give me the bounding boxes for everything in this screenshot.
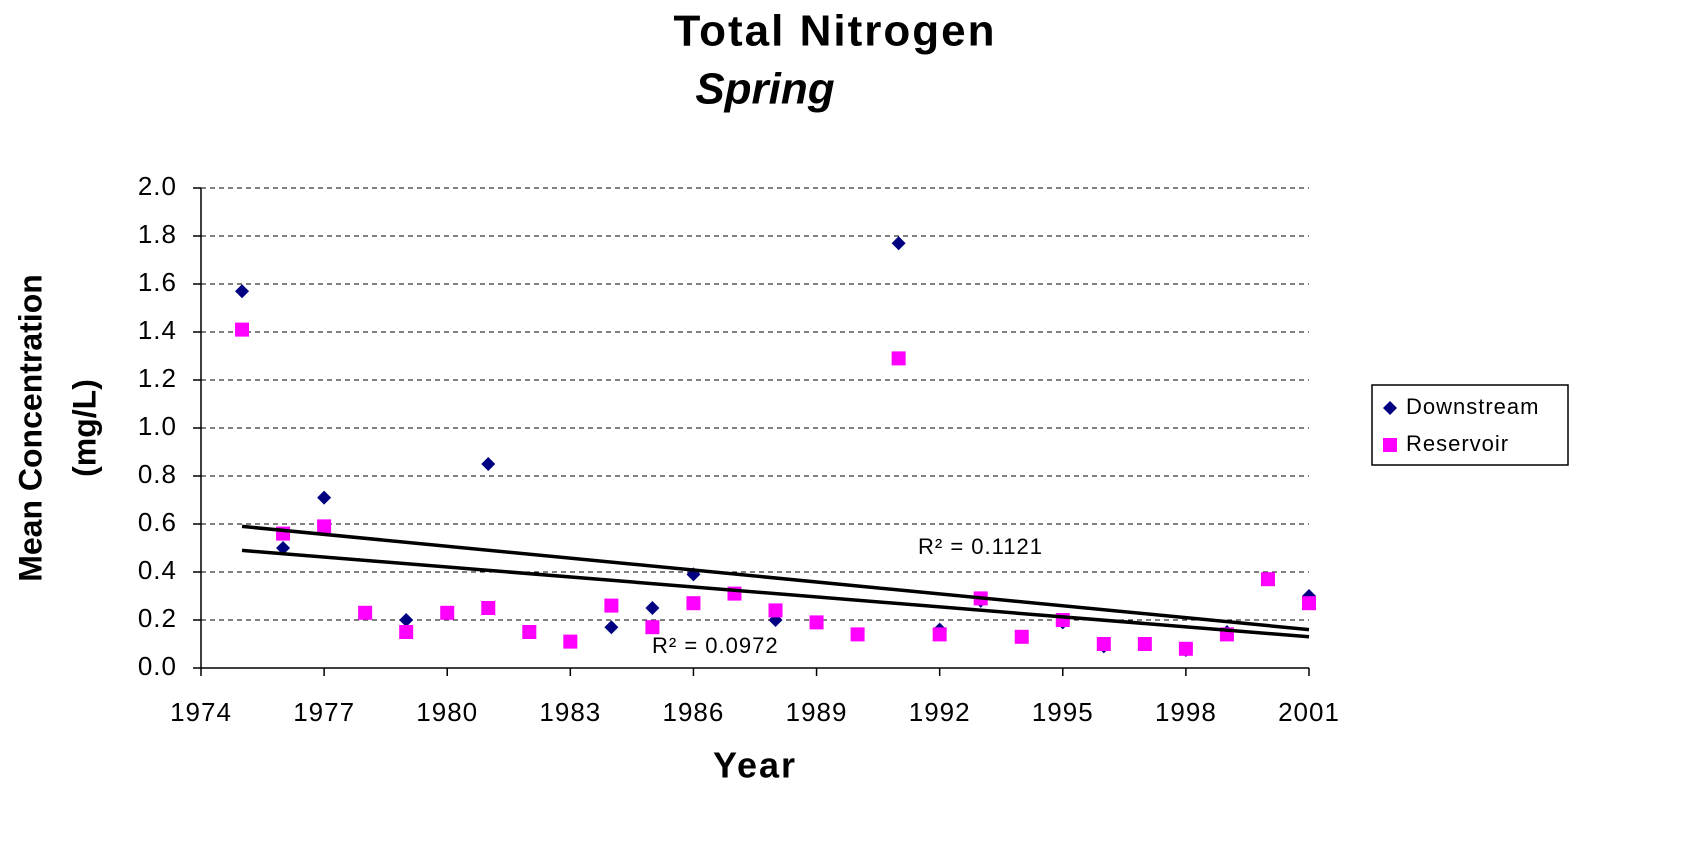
data-point bbox=[645, 620, 660, 635]
trendline bbox=[241, 548, 1310, 639]
x-axis-label: Year bbox=[713, 745, 797, 786]
data-point bbox=[1260, 572, 1275, 587]
x-tick-label: 1998 bbox=[1155, 697, 1217, 727]
x-tick-label: 1995 bbox=[1032, 697, 1094, 727]
y-tick-label: 0.0 bbox=[138, 651, 177, 681]
data-point bbox=[1014, 629, 1029, 644]
data-point bbox=[891, 236, 906, 251]
data-point bbox=[317, 490, 332, 505]
y-tick-label: 1.8 bbox=[138, 219, 177, 249]
y-tick-label: 0.6 bbox=[138, 507, 177, 537]
data-point bbox=[850, 627, 865, 642]
data-point bbox=[563, 634, 578, 649]
x-tick-label: 1992 bbox=[909, 697, 971, 727]
trendline-label: R² = 0.0972 bbox=[652, 633, 779, 658]
legend-box bbox=[1371, 384, 1569, 466]
x-tick-label: 1974 bbox=[170, 697, 232, 727]
data-point bbox=[686, 596, 701, 611]
y-axis-label-line: (mg/L) bbox=[66, 379, 102, 477]
x-tick-label: 1986 bbox=[663, 697, 725, 727]
data-point bbox=[604, 620, 619, 635]
chart-title: Total Nitrogen bbox=[674, 7, 997, 56]
data-point bbox=[768, 603, 783, 618]
chart-subtitle: Spring bbox=[695, 65, 834, 114]
data-point bbox=[399, 613, 414, 627]
legend-label: Reservoir bbox=[1406, 431, 1509, 456]
data-point bbox=[1302, 596, 1316, 611]
y-tick-label: 1.0 bbox=[138, 411, 177, 441]
data-point bbox=[440, 605, 455, 620]
y-tick-label: 1.4 bbox=[138, 315, 177, 345]
x-tick-label: 1980 bbox=[416, 697, 478, 727]
y-axis-label-line: Mean Concentration bbox=[12, 274, 48, 582]
data-point bbox=[399, 625, 414, 639]
x-tick-label: 1977 bbox=[293, 697, 355, 727]
data-point bbox=[481, 601, 496, 615]
data-point bbox=[645, 601, 660, 615]
data-point bbox=[932, 627, 947, 642]
data-point bbox=[809, 615, 824, 630]
data-point bbox=[317, 519, 332, 534]
data-point bbox=[358, 605, 373, 620]
y-tick-label: 0.2 bbox=[138, 603, 177, 633]
y-axis-label: Mean Concentration (mg/L) bbox=[12, 274, 102, 582]
y-tick-label: 1.2 bbox=[138, 363, 177, 393]
legend-label: Downstream bbox=[1406, 394, 1539, 419]
trendline-label: R² = 0.1121 bbox=[918, 534, 1043, 559]
x-tick-label: 1989 bbox=[786, 697, 848, 727]
data-point bbox=[1096, 637, 1111, 651]
trendline bbox=[241, 524, 1310, 632]
y-tick-label: 0.4 bbox=[138, 555, 177, 585]
data-point bbox=[522, 625, 537, 639]
data-point bbox=[891, 351, 906, 366]
y-tick-label: 0.8 bbox=[138, 459, 177, 489]
legend-marker bbox=[1383, 401, 1397, 415]
data-point bbox=[604, 598, 619, 613]
data-point bbox=[481, 457, 496, 471]
data-point bbox=[276, 541, 291, 555]
data-point bbox=[1178, 641, 1193, 656]
legend-marker bbox=[1383, 438, 1397, 452]
y-tick-label: 2.0 bbox=[138, 171, 177, 201]
data-point bbox=[1137, 637, 1152, 651]
data-point bbox=[235, 322, 250, 337]
x-tick-label: 1983 bbox=[539, 697, 601, 727]
y-tick-label: 1.6 bbox=[138, 267, 177, 297]
x-tick-label: 2001 bbox=[1278, 697, 1340, 727]
data-point bbox=[235, 284, 250, 299]
